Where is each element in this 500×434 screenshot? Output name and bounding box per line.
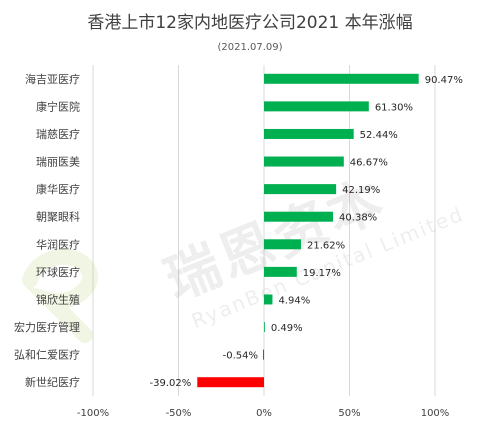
- data-label: 4.94%: [278, 295, 310, 306]
- category-label: 康宁医院: [36, 99, 80, 113]
- grid-layer: [92, 65, 436, 396]
- category-label: 锦欣生殖: [36, 292, 80, 306]
- bar: [264, 239, 301, 250]
- category-label: 环球医疗: [36, 265, 80, 279]
- data-label: 42.19%: [342, 185, 380, 196]
- data-label: 21.62%: [307, 240, 345, 251]
- bar: [264, 73, 419, 84]
- data-label: 46.67%: [350, 158, 388, 169]
- watermark-logo: [22, 248, 98, 343]
- x-tick-label: 0%: [256, 408, 272, 419]
- data-label: -0.54%: [223, 351, 258, 362]
- bar: [264, 294, 273, 305]
- x-tick-label: 50%: [338, 408, 360, 419]
- bar: [264, 184, 337, 195]
- bar: [264, 211, 334, 222]
- bar: [197, 377, 264, 388]
- data-label: 19.17%: [303, 268, 341, 279]
- bar: [264, 128, 354, 139]
- data-label: 52.44%: [360, 130, 398, 141]
- bar: [264, 101, 369, 112]
- labels-layer: 海吉亚医疗 90.47% 康宁医院 61.30% 瑞慈医疗 52.44% 瑞丽医美 46.67…: [14, 72, 463, 389]
- x-axis: -100% -50% 0% 50% 100%: [77, 408, 449, 419]
- bar: [263, 349, 264, 360]
- data-label: -39.02%: [150, 378, 192, 389]
- category-label: 瑞丽医美: [36, 155, 80, 169]
- x-tick-label: -50%: [166, 408, 192, 419]
- category-label: 海吉亚医疗: [25, 72, 80, 86]
- bars-layer: [197, 73, 419, 388]
- category-label: 华润医疗: [36, 237, 80, 251]
- watermark: 瑞恩资本 RyanBen Capital Limited: [22, 167, 467, 343]
- chart-title: 香港上市12家内地医疗公司2021 本年涨幅: [87, 13, 412, 33]
- chart-subtitle: (2021.07.09): [217, 42, 282, 53]
- data-label: 90.47%: [425, 75, 463, 86]
- data-label: 61.30%: [375, 102, 413, 113]
- data-label: 40.38%: [339, 213, 377, 224]
- x-tick-label: -100%: [77, 408, 109, 419]
- bar: [264, 322, 265, 333]
- category-label: 弘和仁爱医疗: [14, 348, 80, 362]
- category-label: 康华医疗: [36, 182, 80, 196]
- bar: [264, 266, 297, 277]
- category-label: 瑞慈医疗: [36, 127, 80, 141]
- data-label: 0.49%: [271, 323, 303, 334]
- category-label: 宏力医疗管理: [14, 320, 80, 334]
- x-tick-label: 100%: [421, 408, 450, 419]
- bar: [264, 156, 344, 167]
- category-label: 朝聚眼科: [36, 210, 80, 224]
- category-label: 新世纪医疗: [25, 375, 80, 389]
